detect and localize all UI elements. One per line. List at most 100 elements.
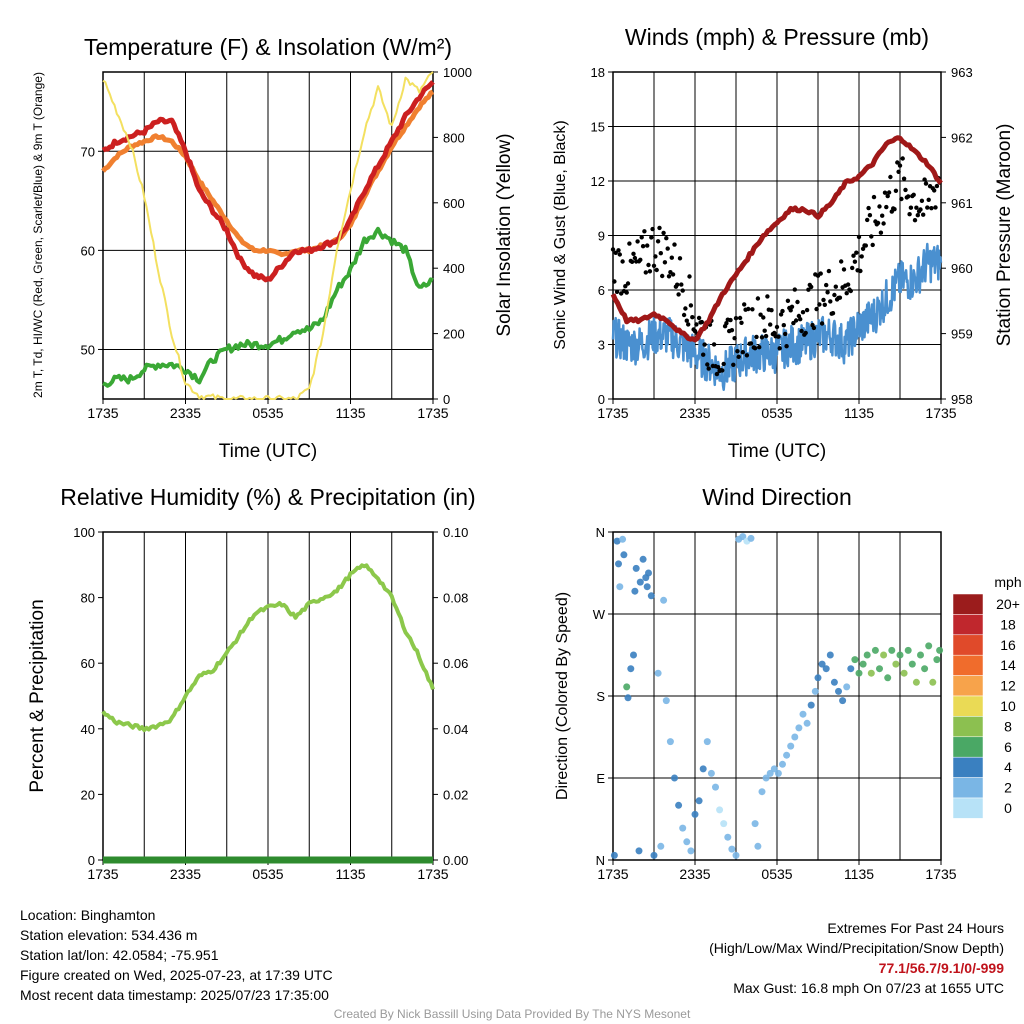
gust-point [884,204,889,210]
gust-point [784,344,789,349]
direction-point [683,838,691,846]
extremes-info: Extremes For Past 24 Hours (High/Low/Max… [709,918,1004,998]
gust-point [762,328,767,333]
gust-point [818,271,823,276]
gust-point [711,342,717,347]
direction-point [679,824,687,832]
gust-point [865,217,870,223]
gust-point [759,335,765,340]
gust-point [780,308,785,314]
x-tick-label: 2335 [679,866,710,882]
gust-point [639,235,644,240]
gust-point [687,274,692,279]
direction-point [732,851,740,859]
direction-point [908,660,916,668]
gust-point [646,262,651,268]
direction-point [616,583,624,591]
gust-point [912,218,918,223]
direction-point [900,669,908,677]
y-tick-label: E [596,771,605,786]
gust-point [774,324,780,330]
x-tick-label: 1735 [925,866,956,882]
gust-point [870,242,875,248]
gust-point [900,156,905,161]
humidity-line [101,563,435,733]
gust-point [714,371,720,377]
gust-point [832,292,837,298]
direction-point [716,806,724,814]
gust-point [867,213,873,218]
gust-point [800,310,806,315]
gust-point [886,190,892,195]
gust-point [783,331,788,337]
gust-point [729,328,735,333]
direction-point [843,683,851,691]
direction-point [818,660,826,668]
y-tick-label: 60 [81,656,95,671]
gust-point [752,346,758,351]
gust-point [617,252,622,257]
legend-swatch [952,736,984,758]
extremes-title: Extremes For Past 24 Hours [827,920,1004,936]
gust-point [819,321,825,326]
direction-point [671,774,678,782]
direction-point [639,555,647,563]
direction-point [754,842,762,850]
direction-point [826,651,834,659]
gust-point [863,243,868,248]
gust-point [665,246,670,251]
gust-point [649,235,654,240]
direction-point [880,651,888,659]
gust-point [792,287,797,292]
direction-point [855,669,863,677]
gust-point [731,362,736,367]
y-tick-label: 70 [81,144,95,159]
extremes-subtitle: (High/Low/Max Wind/Precipitation/Snow De… [709,940,1004,956]
direction-point [896,651,904,659]
gust-point [748,341,754,346]
direction-point [912,678,920,686]
gust-point [620,259,625,264]
gust-point [702,342,707,347]
x-tick-label: 1135 [844,405,874,421]
direction-point [610,851,618,859]
gust-point [911,192,916,197]
gust-point [878,230,884,235]
gust-point [706,366,711,371]
gust-point [614,289,620,294]
gust-point [763,333,769,339]
gust-point [623,284,628,289]
gust-point [688,303,694,308]
gust-point [918,207,923,212]
gust-point [716,365,721,370]
temperature-line [101,80,435,283]
direction-point [632,564,640,572]
legend-label: 20+ [996,596,1020,612]
gust-point [921,212,926,217]
gust-point [739,320,744,325]
y-tick-label: 40 [81,722,95,737]
direction-point [687,847,695,855]
gust-point [735,349,740,354]
y2-tick-label: 600 [443,196,465,211]
gust-point [901,176,907,181]
gust-point [705,362,710,367]
gust-point [686,322,691,327]
gust-point [826,268,832,274]
gust-point [613,250,618,255]
y-tick-label: W [593,607,606,622]
direction-point [620,551,628,559]
legend-title: mph [994,574,1021,590]
x-axis-label: Time (UTC) [728,441,827,462]
gust-point [625,281,631,286]
y2-tick-label: 1000 [443,65,472,80]
gust-point [664,236,669,241]
direction-point [787,742,795,750]
direction-point [830,678,838,686]
gust-point [660,273,665,279]
gust-point [817,302,822,307]
direction-point [839,697,847,705]
y-axis-label-left: Percent & Precipitation [27,599,48,792]
x-tick-label: 1735 [597,405,628,421]
